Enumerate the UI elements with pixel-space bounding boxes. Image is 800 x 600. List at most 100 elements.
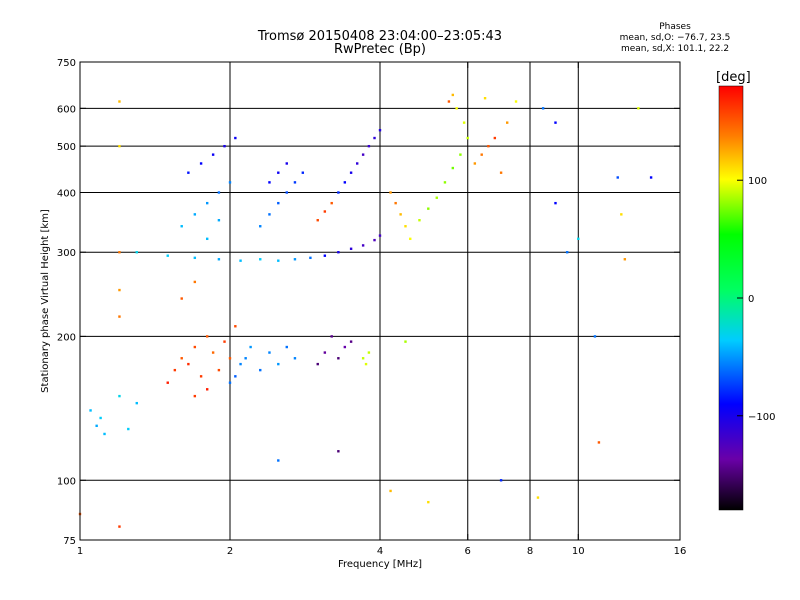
y-tick-label: 500: [57, 142, 76, 153]
data-point: [249, 345, 252, 349]
data-point: [268, 181, 271, 184]
data-point: [473, 162, 477, 165]
data-point: [205, 201, 209, 205]
data-point: [277, 459, 280, 462]
data-point: [330, 201, 333, 205]
data-point: [337, 450, 340, 453]
data-point: [228, 181, 232, 184]
y-tick-label: 600: [57, 104, 76, 115]
data-point: [118, 144, 121, 148]
data-point: [373, 238, 376, 242]
data-point: [277, 201, 280, 205]
data-point: [199, 375, 203, 378]
data-point: [293, 181, 297, 184]
data-point: [451, 166, 455, 170]
x-tick-label: 8: [527, 546, 533, 557]
phase-stats-x-mode: mean, sd,X: 101.1, 22.2: [620, 44, 730, 54]
data-point: [637, 107, 640, 110]
data-point: [337, 191, 340, 194]
data-point: [623, 258, 627, 261]
data-point: [103, 432, 106, 436]
data-point: [217, 368, 221, 372]
data-point: [268, 213, 271, 216]
x-tick-label: 10: [572, 546, 585, 557]
data-point: [462, 121, 466, 124]
data-point: [234, 325, 237, 328]
data-point: [649, 176, 653, 179]
x-tick-label: 2: [227, 546, 233, 557]
colorbar-tick-label: 0: [748, 294, 754, 305]
data-point: [361, 153, 365, 156]
x-tick-label: 4: [377, 546, 383, 557]
data-point: [435, 196, 438, 199]
data-point: [616, 176, 619, 179]
data-point: [389, 489, 392, 493]
data-point: [193, 394, 197, 398]
data-point: [455, 107, 458, 110]
data-point: [466, 136, 469, 140]
data-point: [394, 201, 397, 205]
data-point: [337, 357, 340, 360]
data-point: [99, 416, 102, 420]
data-point: [223, 340, 226, 343]
data-point: [259, 368, 262, 372]
data-point: [293, 258, 297, 261]
data-point: [180, 225, 183, 228]
data-point: [118, 100, 121, 103]
data-point: [301, 171, 305, 174]
chart-title-line-1: Tromsø 20150408 23:04:00–23:05:43: [257, 29, 503, 44]
data-point: [361, 357, 365, 360]
chart-title-line-2: RwPretec (Bp): [333, 42, 427, 57]
y-tick-label: 100: [57, 476, 76, 487]
data-point: [427, 207, 430, 210]
x-tick-label: 16: [674, 546, 687, 557]
data-point: [355, 162, 359, 165]
data-point: [217, 219, 221, 222]
data-point: [493, 136, 497, 140]
data-point: [127, 427, 130, 431]
data-point: [316, 362, 319, 366]
data-point: [234, 136, 237, 140]
data-point: [180, 357, 183, 360]
data-point: [193, 213, 197, 216]
data-point: [259, 258, 262, 261]
colorbar-unit-label: [deg]: [716, 70, 751, 85]
data-point: [118, 288, 121, 292]
data-point: [499, 171, 503, 174]
data-point: [211, 351, 215, 354]
data-point: [228, 381, 232, 384]
x-axis-label: Frequency [MHz]: [338, 559, 422, 570]
data-point: [89, 409, 92, 412]
data-point: [565, 251, 569, 254]
data-point: [277, 362, 280, 366]
data-point: [620, 213, 623, 216]
data-point: [378, 234, 382, 237]
data-point: [409, 237, 412, 241]
data-point: [323, 210, 327, 213]
data-point: [205, 388, 209, 391]
data-point: [173, 368, 177, 372]
data-point: [293, 357, 297, 360]
data-point: [135, 401, 138, 405]
data-point: [118, 251, 121, 254]
data-point: [597, 441, 601, 444]
data-point: [259, 225, 262, 228]
data-point: [536, 496, 540, 499]
data-point: [323, 254, 327, 257]
data-point: [239, 362, 242, 366]
y-tick-label: 300: [57, 248, 76, 259]
y-axis-label: Stationary phase Virtual Height [km]: [40, 209, 51, 393]
data-point: [337, 251, 340, 254]
y-tick-label: 200: [57, 332, 76, 343]
data-point: [118, 315, 121, 318]
data-point: [118, 525, 121, 528]
data-point: [343, 181, 347, 184]
data-point: [480, 153, 483, 156]
data-point: [244, 357, 247, 360]
data-point: [193, 345, 197, 349]
data-point: [277, 171, 280, 174]
data-point: [285, 345, 288, 349]
data-point: [427, 500, 430, 504]
